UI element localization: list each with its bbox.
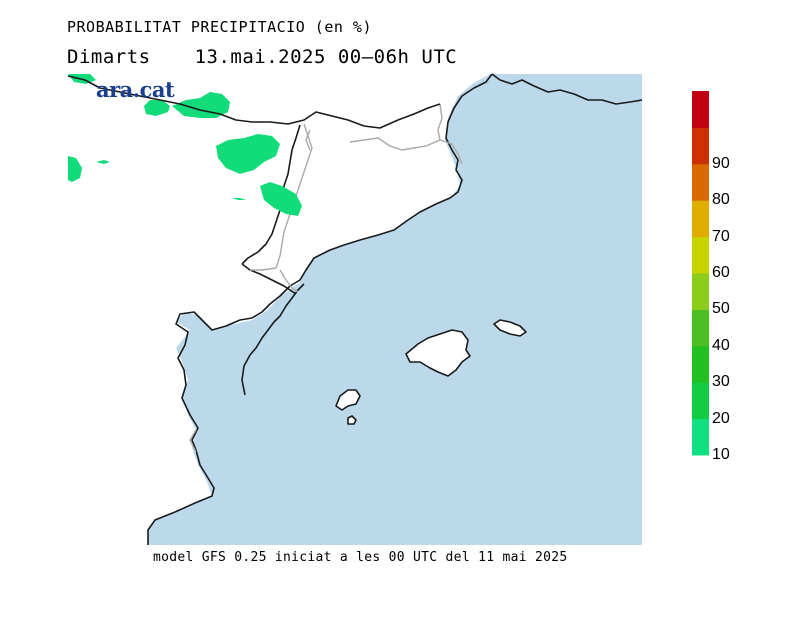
legend-label: 40 (712, 336, 730, 354)
forecast-date-range: 13.mai.2025 00–06h UTC (194, 46, 458, 68)
legend-swatch (692, 127, 709, 165)
island-menorca (493, 319, 527, 337)
legend-label: 70 (712, 227, 730, 245)
island-ibiza (335, 389, 361, 411)
province-border (305, 129, 311, 151)
legend-swatch (692, 345, 709, 383)
legend-label: 20 (712, 409, 730, 427)
precip-area (260, 182, 302, 216)
legend-label: 80 (712, 191, 730, 209)
coastline-east (491, 73, 643, 105)
legend-swatch (692, 309, 709, 347)
precip-area (68, 156, 82, 182)
ara-cat-logo: ara.cat (96, 77, 175, 102)
legend-label: 10 (712, 446, 730, 463)
precip-area (144, 100, 170, 116)
legend-swatch (692, 382, 709, 420)
legend-swatch (692, 163, 709, 201)
province-border (189, 429, 197, 453)
map-title: PROBABILITAT PRECIPITACIO (en %) (67, 18, 372, 36)
legend-swatch (692, 91, 709, 128)
province-border (437, 103, 443, 141)
legend-label: 50 (712, 300, 730, 318)
precip-area (96, 160, 110, 164)
precip-area (172, 92, 230, 118)
legend-swatch (692, 273, 709, 310)
forecast-day: Dimarts (67, 46, 151, 68)
sea-area (148, 74, 642, 545)
precip-area (232, 198, 246, 200)
northern-border (67, 75, 441, 129)
island-formentera (347, 415, 357, 425)
precip-area (216, 134, 280, 174)
legend-label: 90 (712, 154, 730, 172)
legend-swatch (692, 200, 709, 238)
province-border (250, 267, 299, 293)
coastline (147, 73, 493, 545)
island-mallorca (405, 329, 471, 377)
coastline-south (241, 283, 305, 396)
land-area (68, 74, 490, 545)
forecast-period: Dimarts 13.mai.2025 00–06h UTC (67, 46, 501, 68)
legend-swatch (692, 418, 709, 456)
legend-label: 60 (712, 264, 730, 281)
province-border (349, 137, 463, 165)
legend-label: 30 (712, 373, 730, 391)
model-run-info: model GFS 0.25 iniciat a les 00 UTC del … (153, 550, 568, 565)
legend-swatch (692, 236, 709, 274)
